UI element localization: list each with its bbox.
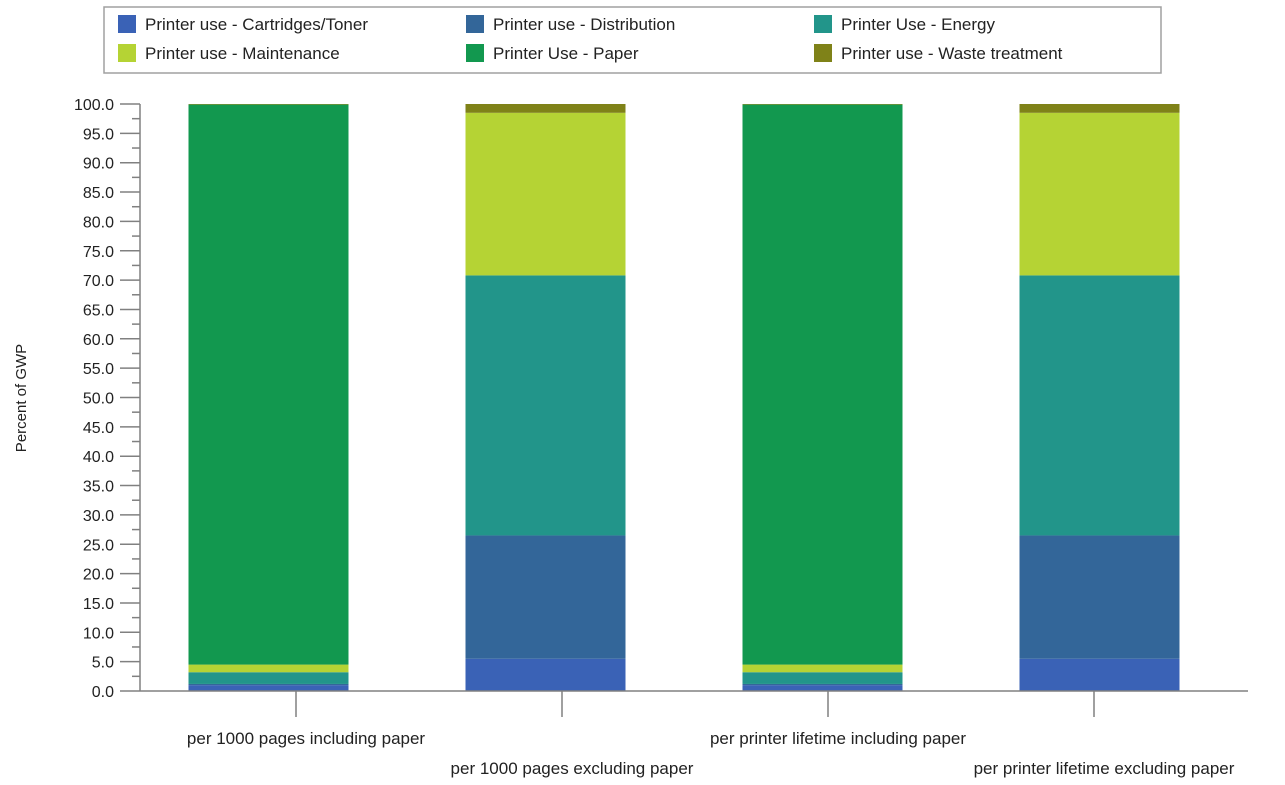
y-tick-label: 30.0 bbox=[83, 508, 114, 525]
legend-label: Printer use - Distribution bbox=[493, 15, 675, 34]
y-tick-label: 25.0 bbox=[83, 537, 114, 554]
x-axis: per 1000 pages including paper per 1000 p… bbox=[140, 690, 1248, 778]
y-tick-label: 10.0 bbox=[83, 625, 114, 642]
bar-segment bbox=[1019, 104, 1180, 113]
bar-segment bbox=[465, 104, 626, 113]
bar-segment bbox=[188, 685, 349, 691]
legend-swatch bbox=[118, 15, 136, 33]
legend-label: Printer Use - Energy bbox=[841, 15, 995, 34]
legend-swatch bbox=[118, 44, 136, 62]
x-tick-label: per 1000 pages excluding paper bbox=[451, 759, 694, 778]
y-tick-label: 0.0 bbox=[92, 684, 114, 701]
y-tick-label: 45.0 bbox=[83, 420, 114, 437]
legend: Printer use - Cartridges/Toner Printer us… bbox=[103, 6, 1162, 74]
bar-segment bbox=[1019, 535, 1180, 659]
bar-segment bbox=[188, 664, 349, 673]
legend-swatch bbox=[814, 44, 832, 62]
bar-segment bbox=[742, 685, 903, 691]
y-tick-label: 35.0 bbox=[83, 479, 114, 496]
bar-segment bbox=[1019, 275, 1180, 536]
bar-segment bbox=[742, 683, 903, 686]
y-tick-label: 60.0 bbox=[83, 332, 114, 349]
legend-swatch bbox=[466, 15, 484, 33]
bar-segment bbox=[465, 275, 626, 536]
y-tick-label: 100.0 bbox=[74, 97, 114, 114]
y-tick-label: 5.0 bbox=[92, 655, 114, 672]
bar-segment bbox=[465, 535, 626, 659]
legend-swatch bbox=[466, 44, 484, 62]
bars bbox=[188, 104, 1180, 691]
bar-segment bbox=[188, 683, 349, 686]
y-tick-label: 80.0 bbox=[83, 214, 114, 231]
y-tick-label: 90.0 bbox=[83, 156, 114, 173]
y-tick-label: 50.0 bbox=[83, 391, 114, 408]
bar-segment bbox=[1019, 112, 1180, 276]
legend-box bbox=[103, 6, 1162, 74]
legend-label: Printer use - Waste treatment bbox=[841, 44, 1063, 63]
bar-segment bbox=[742, 664, 903, 673]
legend-label: Printer Use - Paper bbox=[493, 44, 639, 63]
bar-segment bbox=[188, 104, 349, 105]
bar-segment bbox=[188, 104, 349, 665]
y-tick-label: 40.0 bbox=[83, 449, 114, 466]
x-tick-label: per printer lifetime including paper bbox=[710, 729, 966, 748]
legend-label: Printer use - Cartridges/Toner bbox=[145, 15, 368, 34]
legend-swatch bbox=[814, 15, 832, 33]
bar-segment bbox=[742, 104, 903, 105]
y-tick-label: 95.0 bbox=[83, 126, 114, 143]
bar-segment bbox=[465, 658, 626, 691]
bar-segment bbox=[742, 104, 903, 665]
bar-segment bbox=[465, 112, 626, 276]
bar-segment bbox=[742, 672, 903, 684]
legend-label: Printer use - Maintenance bbox=[145, 44, 340, 63]
x-tick-label: per printer lifetime excluding paper bbox=[974, 759, 1235, 778]
y-tick-label: 55.0 bbox=[83, 361, 114, 378]
y-tick-label: 70.0 bbox=[83, 273, 114, 290]
y-axis-label: Percent of GWP bbox=[13, 344, 30, 452]
x-tick-label: per 1000 pages including paper bbox=[187, 729, 426, 748]
y-tick-label: 75.0 bbox=[83, 244, 114, 261]
bar-segment bbox=[188, 672, 349, 684]
y-axis: 0.0 5.0 10.0 15.0 20.0 25.0 30.0 35.0 40.0 45.0 50… bbox=[74, 97, 141, 701]
y-tick-label: 20.0 bbox=[83, 567, 114, 584]
y-tick-label: 85.0 bbox=[83, 185, 114, 202]
y-tick-label: 15.0 bbox=[83, 596, 114, 613]
bar-segment bbox=[1019, 658, 1180, 691]
y-tick-label: 65.0 bbox=[83, 302, 114, 319]
